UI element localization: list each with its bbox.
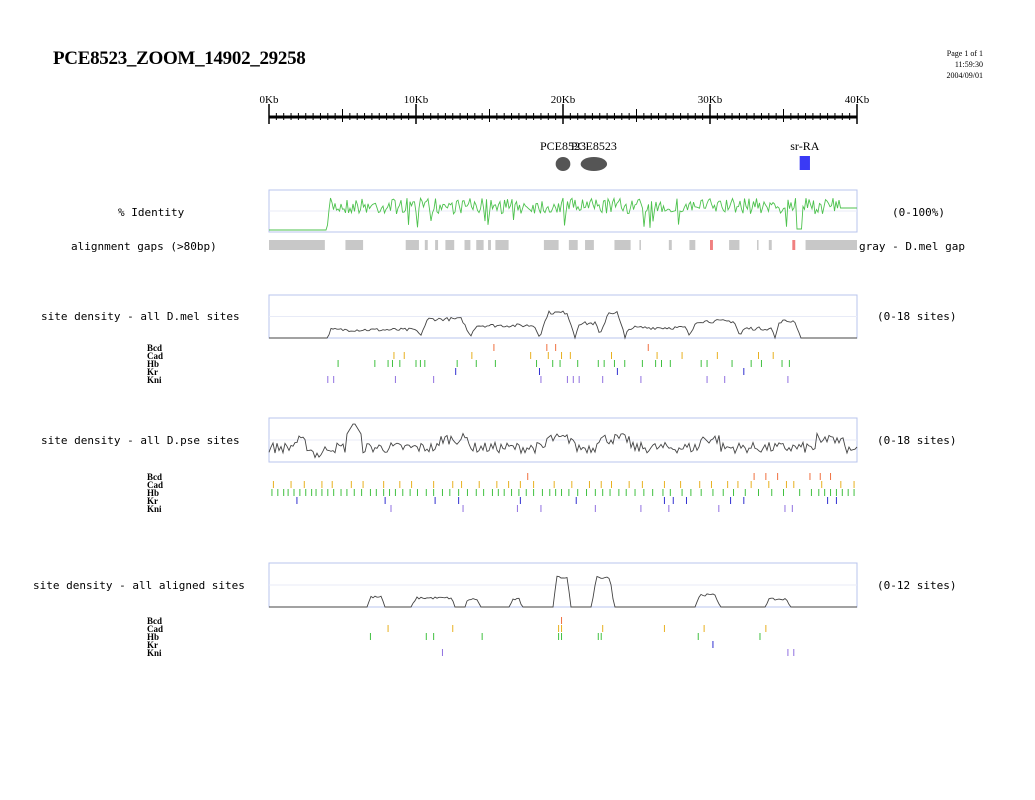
gap-gray: [464, 240, 471, 250]
block-1-factor-bcd: Bcd: [147, 343, 163, 353]
feature-box: [799, 156, 810, 170]
gap-gray: [729, 240, 740, 250]
block-1-factor-kr: Kr: [147, 367, 158, 377]
block-2-factor-kni: Kni: [147, 504, 162, 514]
block-1-factor-hb: Hb: [147, 359, 160, 369]
ruler-label: 40Kb: [845, 94, 870, 106]
ruler-label: 30Kb: [698, 94, 723, 106]
print-date: 2004/09/01: [946, 71, 983, 80]
block-2-density: [268, 423, 858, 459]
block-3-label: site density - all aligned sites: [33, 579, 245, 592]
block-2-factor-hb: Hb: [147, 488, 160, 498]
identity-range: (0-100%): [892, 206, 945, 219]
block-1-range: (0-18 sites): [877, 310, 957, 323]
gaps-label: alignment gaps (>80bp): [71, 240, 217, 253]
identity-line: [269, 196, 857, 231]
feature-ellipse: [555, 157, 571, 171]
block-3-factor-kni: Kni: [147, 648, 162, 658]
feature-ellipse: [580, 157, 608, 171]
block-2-factor-kr: Kr: [147, 496, 158, 506]
block-3-factor-cad: Cad: [147, 624, 164, 634]
block-2-range: (0-18 sites): [877, 434, 957, 447]
ruler-label: 10Kb: [404, 94, 429, 106]
block-1-factor-kni: Kni: [147, 375, 162, 385]
gap-gray: [585, 240, 594, 250]
print-time: 11:59:30: [954, 60, 983, 69]
block-3-density: [269, 575, 857, 608]
feature-label: PCE8523: [540, 139, 586, 153]
gap-gray: [445, 240, 455, 250]
gap-gray: [768, 240, 772, 250]
gap-gray: [269, 240, 325, 250]
gap-red: [710, 240, 713, 250]
block-2-factor-bcd: Bcd: [147, 472, 163, 482]
gap-gray: [668, 240, 672, 250]
gap-gray: [757, 240, 759, 250]
gap-gray: [435, 240, 439, 250]
block-1-label: site density - all D.mel sites: [41, 310, 240, 323]
feature-label: PCE8523: [571, 139, 617, 153]
block-1-factor-cad: Cad: [147, 351, 164, 361]
gap-gray: [345, 240, 364, 250]
ruler-label: 20Kb: [551, 94, 576, 106]
gaps-legend: gray - D.mel gap: [859, 240, 965, 253]
block-2-factor-cad: Cad: [147, 480, 164, 490]
block-2-label: site density - all D.pse sites: [41, 434, 240, 447]
block-3-range: (0-12 sites): [877, 579, 957, 592]
gap-gray: [495, 240, 509, 250]
page-number: Page 1 of 1: [946, 49, 983, 58]
gap-gray: [543, 240, 559, 250]
ruler-label: 0Kb: [260, 94, 279, 106]
gap-gray: [689, 240, 696, 250]
gap-gray: [488, 240, 491, 250]
gap-gray: [614, 240, 631, 250]
feature-label: sr-RA: [790, 139, 819, 153]
gap-gray: [405, 240, 419, 250]
block-1-density: [269, 310, 857, 340]
block-3-factor-bcd: Bcd: [147, 616, 163, 626]
gap-gray: [476, 240, 484, 250]
identity-label: % Identity: [118, 206, 185, 219]
block-3-factor-hb: Hb: [147, 632, 160, 642]
gap-gray: [568, 240, 578, 250]
gap-gray: [424, 240, 428, 250]
report-title: PCE8523_ZOOM_14902_29258: [53, 48, 306, 69]
gap-gray: [805, 240, 857, 250]
gap-gray: [639, 240, 641, 250]
block-3-factor-kr: Kr: [147, 640, 158, 650]
gap-red: [792, 240, 796, 250]
